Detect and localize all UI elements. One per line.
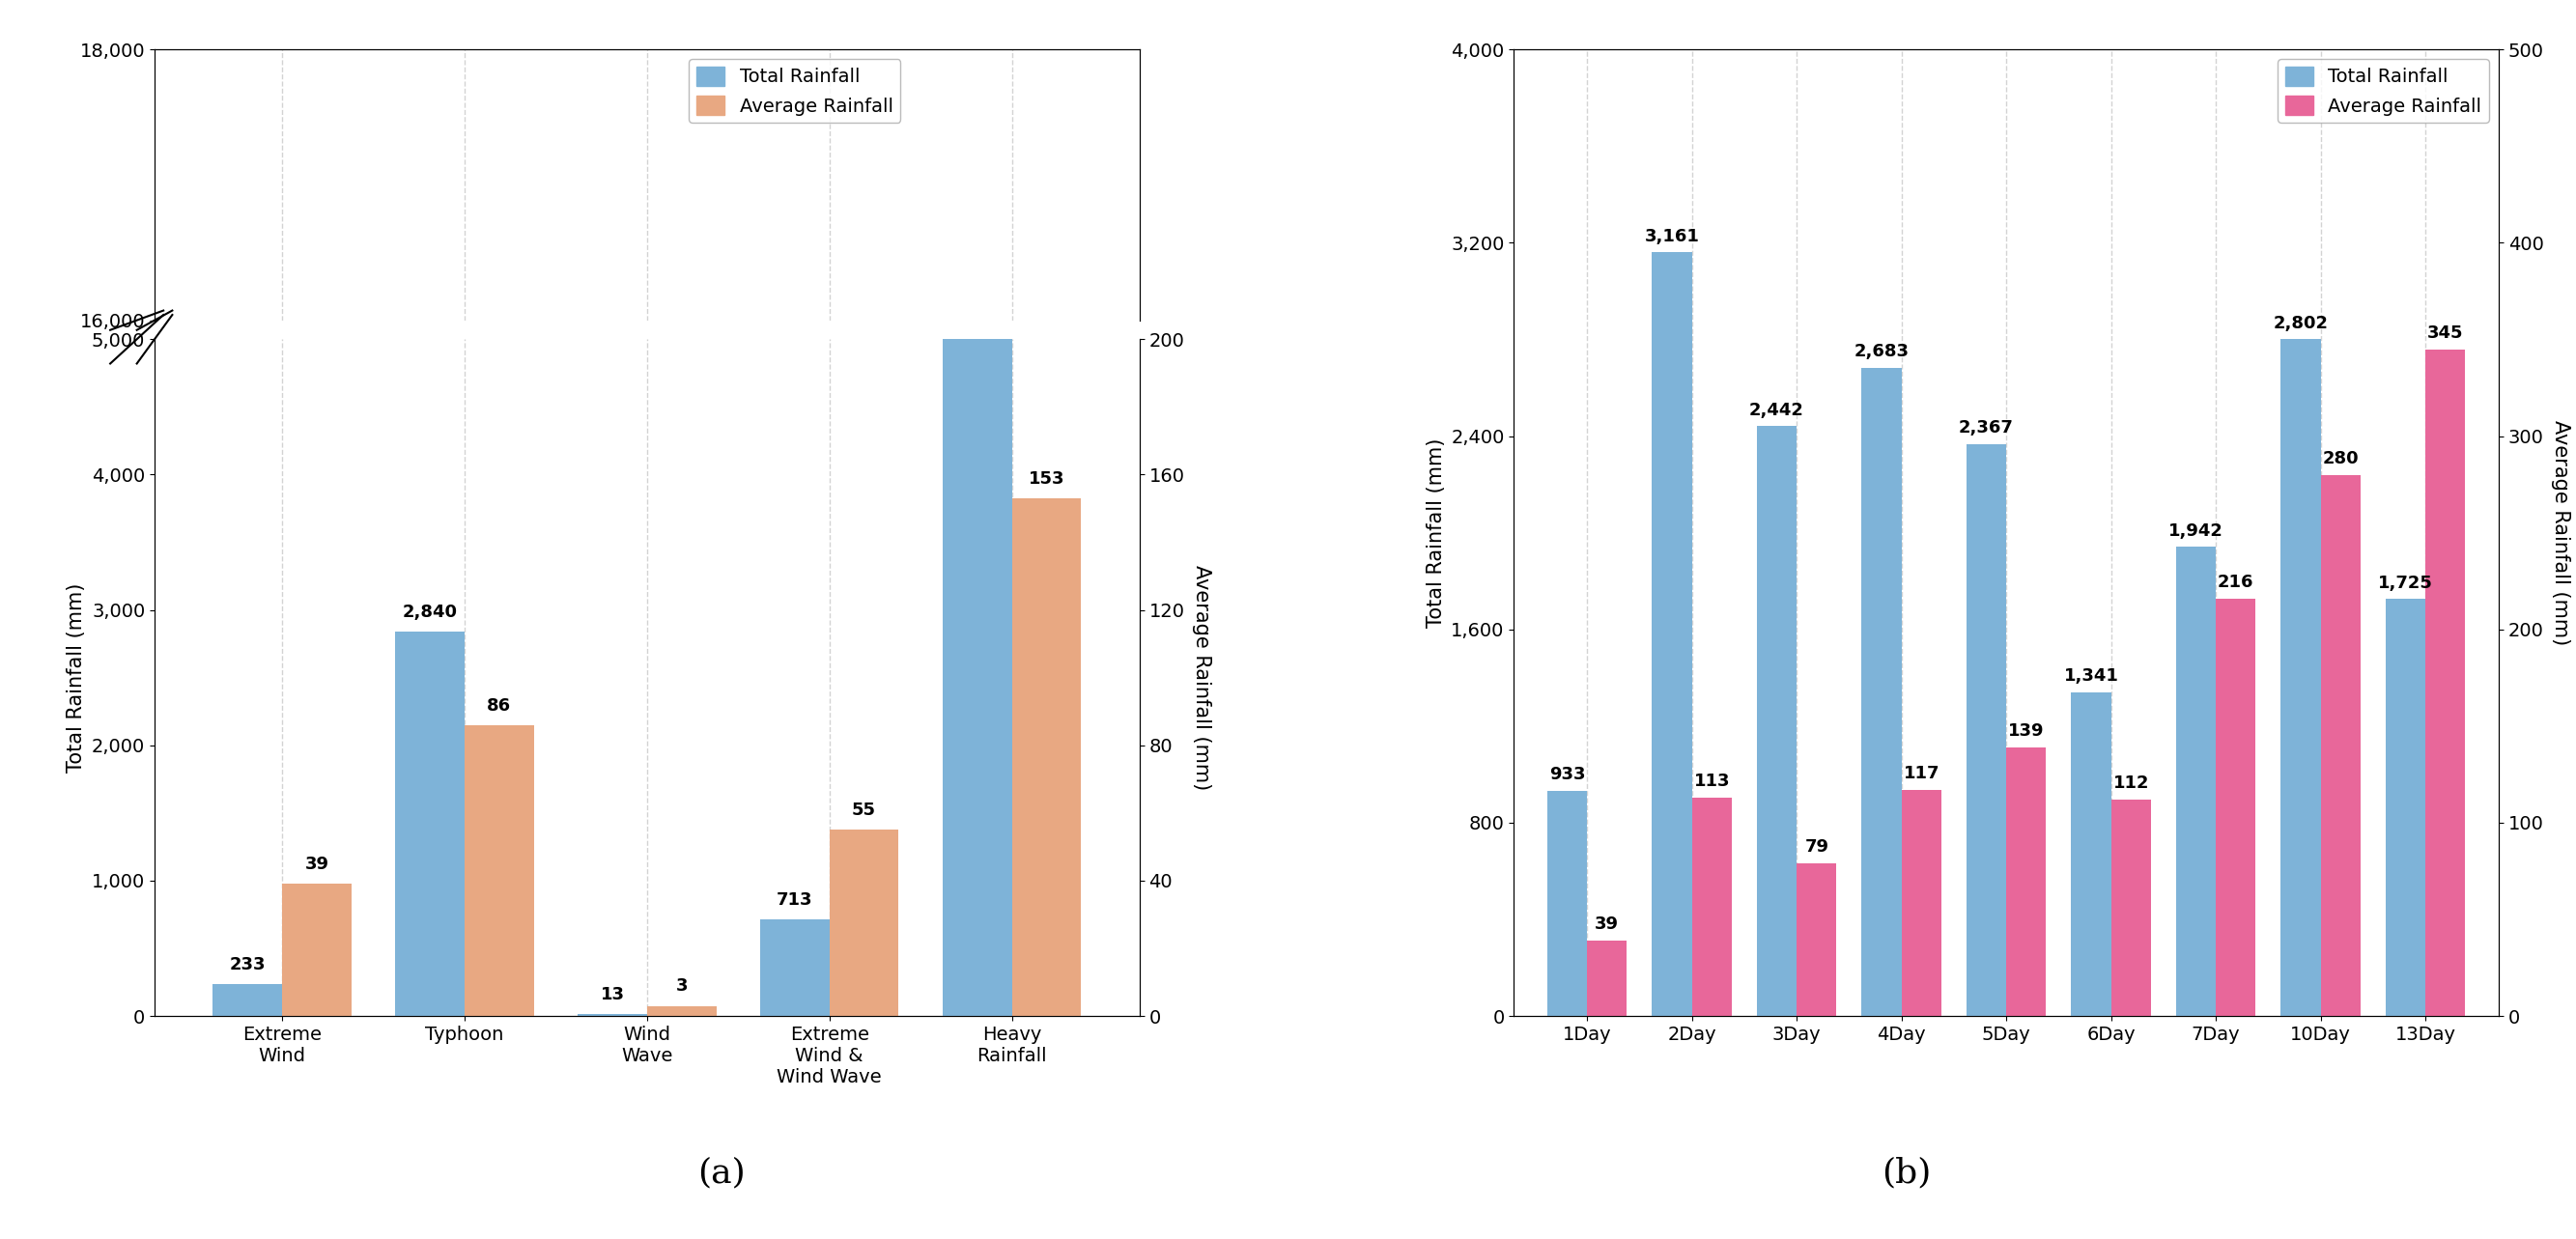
- Bar: [943, 375, 1012, 1239]
- Bar: [1012, 498, 1082, 1016]
- Bar: [760, 919, 829, 1016]
- Y-axis label: Average Rainfall (mm): Average Rainfall (mm): [1193, 565, 1211, 790]
- Text: 39: 39: [1595, 916, 1620, 933]
- Text: (b): (b): [1880, 1156, 1932, 1189]
- Text: 112: 112: [2112, 774, 2148, 792]
- Bar: [214, 985, 283, 1016]
- Bar: [577, 1015, 647, 1016]
- Bar: [2110, 799, 2151, 1016]
- Text: (a): (a): [698, 1156, 744, 1189]
- Text: 216: 216: [2218, 574, 2254, 591]
- Bar: [2385, 600, 2427, 1016]
- Bar: [2215, 598, 2257, 1016]
- Text: 39: 39: [304, 856, 330, 873]
- Text: 113: 113: [1692, 773, 1731, 790]
- Y-axis label: Total Rainfall (mm): Total Rainfall (mm): [67, 582, 88, 772]
- Text: 2,802: 2,802: [2272, 315, 2329, 332]
- Bar: [647, 1006, 716, 1016]
- Text: 139: 139: [2009, 722, 2045, 740]
- Text: 345: 345: [2427, 325, 2463, 342]
- Text: 117: 117: [1904, 766, 1940, 783]
- Text: 86: 86: [487, 696, 513, 714]
- Text: 233: 233: [229, 957, 265, 974]
- Bar: [1901, 789, 1942, 1016]
- Text: 713: 713: [775, 891, 814, 908]
- Text: 2,683: 2,683: [1855, 343, 1909, 361]
- Text: 13: 13: [600, 986, 623, 1004]
- Bar: [394, 632, 464, 1016]
- Y-axis label: Average Rainfall (mm): Average Rainfall (mm): [2550, 420, 2571, 646]
- Bar: [2321, 475, 2360, 1016]
- Bar: [1965, 444, 2007, 1016]
- Bar: [2427, 349, 2465, 1016]
- Text: 3: 3: [675, 978, 688, 995]
- Bar: [943, 0, 1012, 1016]
- Text: 2,367: 2,367: [1958, 420, 2014, 437]
- Bar: [2071, 693, 2110, 1016]
- Legend: Total Rainfall, Average Rainfall: Total Rainfall, Average Rainfall: [688, 59, 902, 123]
- Legend: Total Rainfall, Average Rainfall: Total Rainfall, Average Rainfall: [2277, 59, 2488, 123]
- Text: 79: 79: [1806, 839, 1829, 856]
- Bar: [1862, 368, 1901, 1016]
- Text: 2,442: 2,442: [1749, 401, 1803, 419]
- Text: 2,840: 2,840: [402, 603, 459, 621]
- Bar: [1692, 798, 1731, 1016]
- Text: 3,161: 3,161: [1643, 228, 1700, 245]
- Bar: [464, 725, 533, 1016]
- Text: 55: 55: [853, 802, 876, 819]
- Bar: [2177, 546, 2215, 1016]
- Bar: [1548, 790, 1587, 1016]
- Text: 1,725: 1,725: [2378, 575, 2432, 592]
- Text: 933: 933: [1548, 766, 1584, 783]
- Bar: [2007, 747, 2045, 1016]
- Bar: [1587, 940, 1628, 1016]
- Text: 280: 280: [2324, 450, 2360, 467]
- Text: 1,942: 1,942: [2169, 522, 2223, 539]
- Text: 15,596: 15,596: [943, 347, 1010, 364]
- Bar: [1757, 426, 1795, 1016]
- Text: 153: 153: [1028, 470, 1064, 487]
- Bar: [283, 883, 350, 1016]
- Bar: [1651, 253, 1692, 1016]
- Y-axis label: Total Rainfall (mm): Total Rainfall (mm): [1427, 437, 1445, 628]
- Text: 1,341: 1,341: [2063, 668, 2117, 685]
- Bar: [1795, 864, 1837, 1016]
- Bar: [2280, 339, 2321, 1016]
- Bar: [829, 830, 899, 1016]
